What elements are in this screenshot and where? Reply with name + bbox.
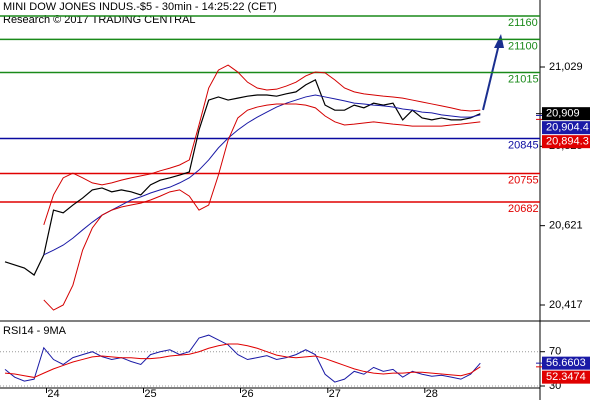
series-line <box>4 78 481 276</box>
price-label-box <box>542 107 590 121</box>
rsi-label-box <box>542 370 590 384</box>
y-tick-label: 20,417 <box>549 299 583 311</box>
arrow <box>482 34 504 111</box>
series-line <box>43 94 481 256</box>
series-line <box>43 64 481 226</box>
y-tick-label: 21,029 <box>549 61 583 73</box>
x-tick-label: 24 <box>47 388 59 400</box>
chart-subtitle: Research © 2017 TRADING CENTRAL <box>3 14 196 26</box>
price-label-box <box>542 135 590 149</box>
series-line <box>43 103 481 311</box>
level-label: 20755 <box>508 174 539 186</box>
x-tick-label: 27 <box>329 388 341 400</box>
y-tick-label: 20,621 <box>549 220 583 232</box>
chart-title: MINI DOW JONES INDUS.-$5 - 30min - 14:25… <box>3 1 277 13</box>
arrow-shaft <box>482 43 500 111</box>
rsi-title: RSI14 - 9MA <box>3 325 67 337</box>
x-tick-label: 25 <box>144 388 156 400</box>
level-label: 20845 <box>508 139 539 151</box>
rsi-label-box <box>542 356 590 370</box>
series-line <box>4 343 481 378</box>
level-label: 20682 <box>508 203 539 215</box>
rsi-label: 52.3474 <box>546 371 586 383</box>
level-label: 21015 <box>508 73 539 85</box>
series-line <box>4 334 481 383</box>
level-label: 21100 <box>508 40 538 52</box>
y-tick-label: 70 <box>549 346 561 358</box>
x-tick-label: 26 <box>241 388 253 400</box>
rsi-label: 56.6603 <box>546 357 586 369</box>
level-label: 21160 <box>508 17 538 29</box>
price-label: 20,909 <box>546 108 580 120</box>
price-label-box <box>542 121 590 135</box>
price-label: 20,904.4 <box>546 122 589 134</box>
arrow-head <box>494 34 504 48</box>
price-label: 20,894.3 <box>546 136 589 148</box>
x-tick-label: 28 <box>426 388 438 400</box>
